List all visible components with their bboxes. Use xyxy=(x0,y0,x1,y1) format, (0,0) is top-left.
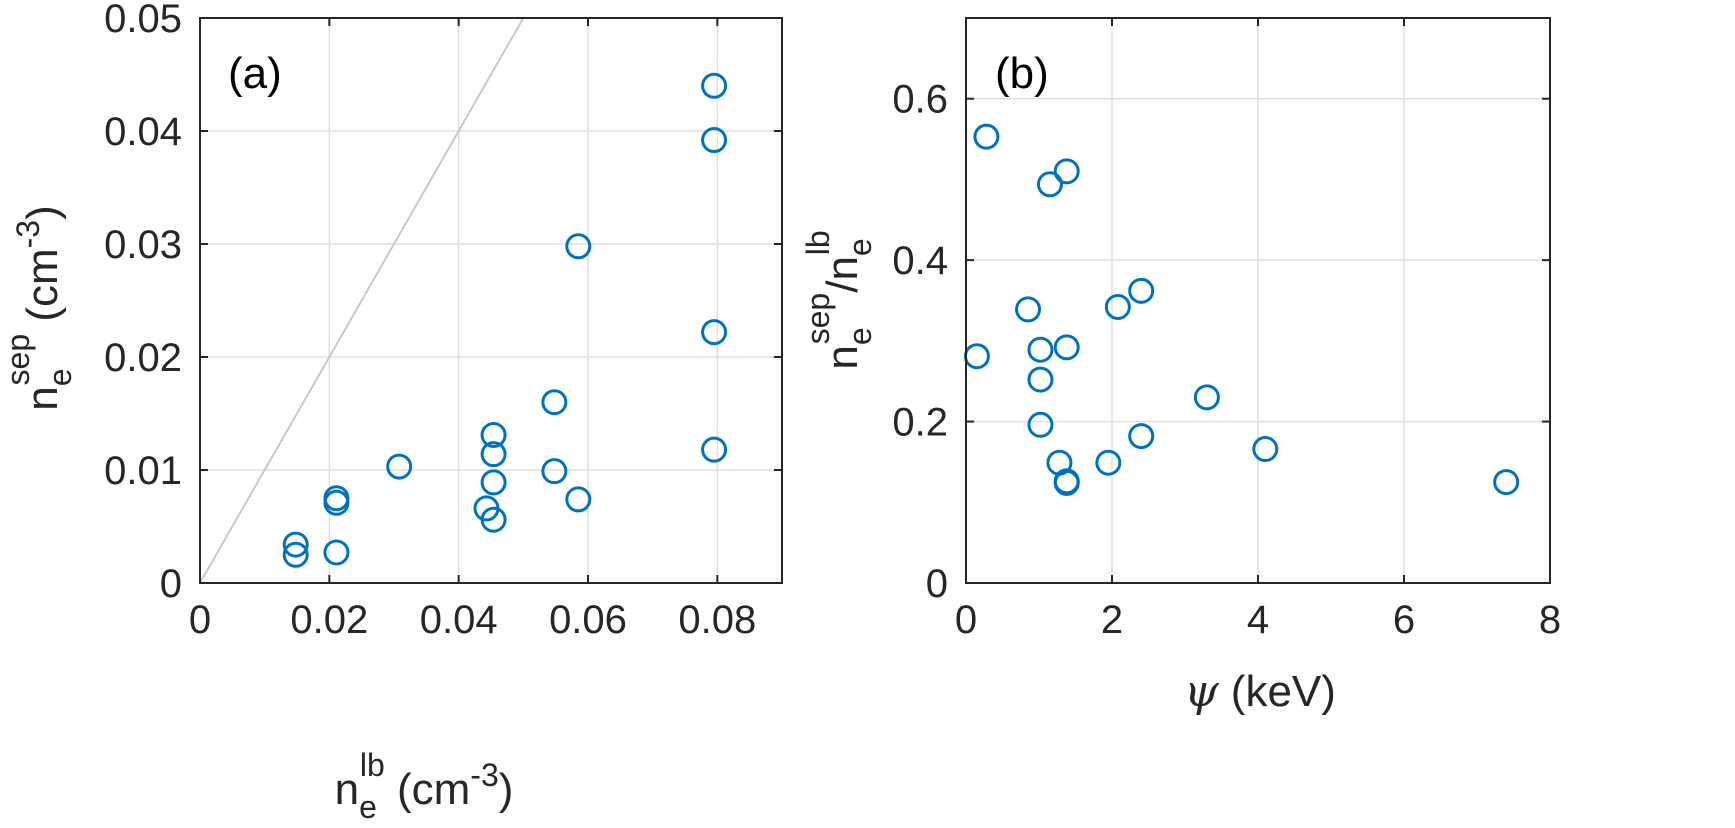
panel-b-label: (b) xyxy=(995,49,1049,98)
panel-b-y-ticks: 0 0.2 0.4 0.6 xyxy=(892,78,1550,606)
x-tick-label: 4 xyxy=(1247,598,1269,642)
panel-b: 0 2 4 6 8 0 0.2 0.4 0.6 (b) ψ (keV) nesep/nelb xyxy=(800,17,1561,717)
data-point xyxy=(701,72,728,99)
data-point xyxy=(323,489,350,516)
panel-b-y-axis-label: nesep/nelb xyxy=(800,230,878,369)
data-point xyxy=(1252,436,1279,463)
data-point xyxy=(1128,277,1155,304)
y-tick-label: 0.05 xyxy=(104,0,182,41)
y-tick-label: 0.03 xyxy=(104,223,182,267)
panel-b-x-ticks: 0 2 4 6 8 xyxy=(955,18,1561,642)
x-tick-label: 0 xyxy=(189,598,211,642)
panel-b-x-axis-label: ψ (keV) xyxy=(1184,666,1336,717)
data-point xyxy=(1053,334,1080,361)
panel-a-y-axis-label: nesep (cm-3) xyxy=(0,205,78,411)
data-point xyxy=(1104,293,1131,320)
x-tick-label: 0.04 xyxy=(420,598,498,642)
y-tick-label: 0 xyxy=(160,562,182,606)
data-point xyxy=(1128,423,1155,450)
data-point xyxy=(1053,469,1080,496)
panel-a-y-ticks: 0 0.01 0.02 0.03 0.04 0.05 xyxy=(104,0,782,606)
y-tick-label: 0.4 xyxy=(892,239,948,283)
x-tick-label: 0.08 xyxy=(678,598,756,642)
y-tick-label: 0.6 xyxy=(892,78,948,122)
x-tick-label: 0.02 xyxy=(290,598,368,642)
panel-b-grid xyxy=(965,18,1551,584)
data-point xyxy=(1027,366,1054,393)
data-point xyxy=(1027,411,1054,438)
x-tick-label: 0 xyxy=(955,598,977,642)
panel-a-reference-line xyxy=(199,17,525,584)
data-point xyxy=(480,469,507,496)
data-point xyxy=(565,233,592,260)
panel-a: 0 0.02 0.04 0.06 0.08 00.010.020.030.040.05 … xyxy=(0,0,783,825)
data-point xyxy=(480,506,507,533)
panel-a-x-axis-label: nelb (cm-3) xyxy=(335,747,514,825)
data-point xyxy=(701,127,728,154)
panel-a-x-ticks: 0 0.02 0.04 0.06 0.08 xyxy=(189,18,756,642)
panel-b-points xyxy=(963,123,1520,496)
data-point xyxy=(1015,296,1042,323)
data-point xyxy=(963,343,990,370)
data-point xyxy=(323,539,350,566)
x-tick-label: 8 xyxy=(1539,598,1561,642)
data-point xyxy=(973,123,1000,150)
data-point xyxy=(541,389,568,416)
data-point xyxy=(1493,469,1520,496)
data-point xyxy=(1027,336,1054,363)
data-point xyxy=(480,421,507,448)
y-tick-label: 0.02 xyxy=(104,336,182,380)
data-point xyxy=(541,458,568,485)
data-point xyxy=(480,441,507,468)
y-tick-label: 0.2 xyxy=(892,401,948,445)
y-tick-label: 0.04 xyxy=(104,110,182,154)
data-point xyxy=(1095,449,1122,476)
x-tick-label: 6 xyxy=(1393,598,1415,642)
x-tick-label: 0.06 xyxy=(549,598,627,642)
data-point xyxy=(565,486,592,513)
data-point xyxy=(1036,171,1063,198)
data-point xyxy=(1053,158,1080,185)
panel-a-label: (a) xyxy=(228,49,282,98)
x-tick-label: 2 xyxy=(1101,598,1123,642)
data-point xyxy=(282,531,309,558)
data-point xyxy=(1193,384,1220,411)
data-point xyxy=(386,453,413,480)
data-point xyxy=(282,541,309,568)
panel-a-axes-frame xyxy=(199,17,783,584)
panel-a-points xyxy=(282,72,728,568)
y-tick-label: 0.01 xyxy=(104,449,182,493)
data-point xyxy=(701,436,728,463)
data-point xyxy=(701,319,728,346)
y-tick-label: 0 xyxy=(926,562,948,606)
